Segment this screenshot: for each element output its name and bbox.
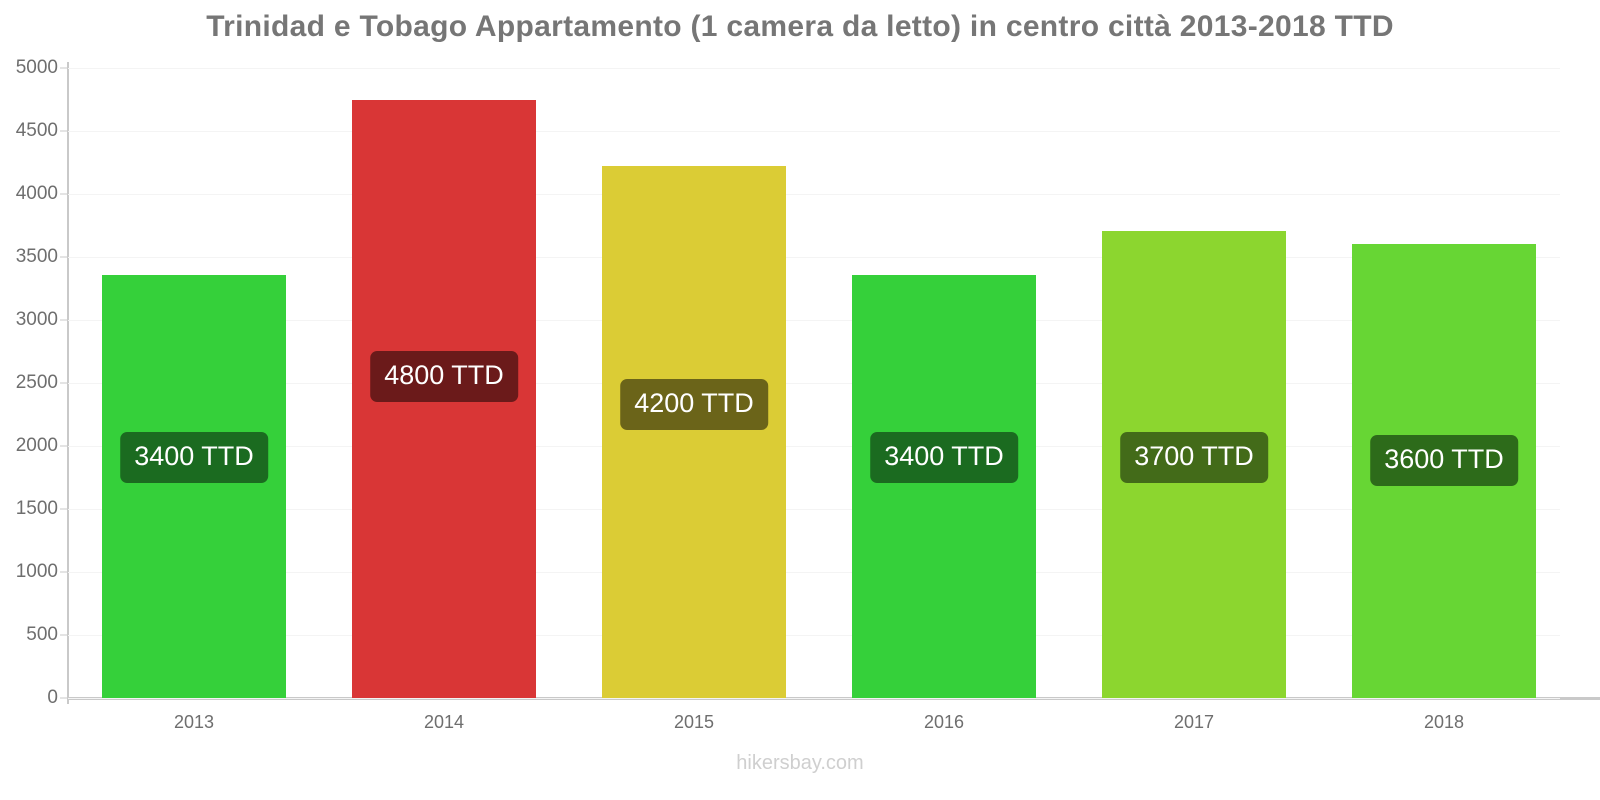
x-axis-tick-label-2014: 2014 — [423, 712, 465, 732]
gridline — [68, 257, 1560, 258]
bar-value-label-2018: 3600 TTD — [1370, 434, 1518, 486]
gridline — [68, 446, 1560, 447]
gridline — [68, 68, 1560, 69]
y-tick-mark — [60, 445, 68, 447]
bar-2013[interactable]: 3400 TTD — [102, 274, 286, 698]
x-axis-tick-label-2015: 2015 — [673, 712, 715, 732]
y-tick-mark — [60, 193, 68, 195]
y-tick-mark — [60, 697, 68, 699]
y-tick-mark — [60, 130, 68, 132]
y-axis-tick-label: 1000 — [15, 561, 58, 582]
x-axis-tick-label-2017: 2017 — [1173, 712, 1215, 732]
y-tick-mark — [60, 571, 68, 573]
bar-2014[interactable]: 4800 TTD — [352, 99, 536, 698]
gridline — [68, 698, 1560, 699]
y-axis-tick-label: 0 — [47, 687, 58, 708]
y-axis-tick-label: 3000 — [15, 309, 58, 330]
y-axis-tick-label: 5000 — [15, 57, 58, 78]
gridline — [68, 509, 1560, 510]
y-tick-mark — [60, 508, 68, 510]
y-tick-mark — [60, 382, 68, 384]
bar-2016[interactable]: 3400 TTD — [852, 274, 1036, 698]
bar-value-label-2015: 4200 TTD — [620, 378, 768, 430]
gridline — [68, 383, 1560, 384]
y-axis-tick-label: 2000 — [15, 435, 58, 456]
footer-credit: hikersbay.com — [736, 752, 864, 774]
x-axis-tick-label-2013: 2013 — [173, 712, 215, 732]
bar-value-label-2014: 4800 TTD — [370, 350, 518, 402]
bar-value-label-2017: 3700 TTD — [1120, 431, 1268, 483]
gridline — [68, 320, 1560, 321]
bar-2015[interactable]: 4200 TTD — [602, 165, 786, 698]
page-title: Trinidad e Tobago Appartamento (1 camera… — [206, 10, 1394, 43]
y-tick-mark — [60, 256, 68, 258]
y-axis-tick-label: 500 — [26, 624, 58, 645]
gridline — [68, 572, 1560, 573]
y-axis-tick-label: 3500 — [15, 246, 58, 267]
y-axis-tick-label: 2500 — [15, 372, 58, 393]
bar-value-label-2013: 3400 TTD — [120, 431, 268, 483]
gridline — [68, 131, 1560, 132]
bar-2017[interactable]: 3700 TTD — [1102, 230, 1286, 698]
gridline — [68, 635, 1560, 636]
y-tick-mark — [60, 319, 68, 321]
x-axis-tick-label-2016: 2016 — [923, 712, 965, 732]
y-axis-tick-label: 4000 — [15, 183, 58, 204]
gridline — [68, 194, 1560, 195]
bar-value-label-2016: 3400 TTD — [870, 431, 1018, 483]
y-tick-mark — [60, 67, 68, 69]
y-axis-tick-label: 4500 — [15, 120, 58, 141]
y-axis-tick-label: 1500 — [15, 498, 58, 519]
bar-2018[interactable]: 3600 TTD — [1352, 243, 1536, 698]
x-axis-tick-label-2018: 2018 — [1423, 712, 1465, 732]
y-tick-mark — [60, 634, 68, 636]
